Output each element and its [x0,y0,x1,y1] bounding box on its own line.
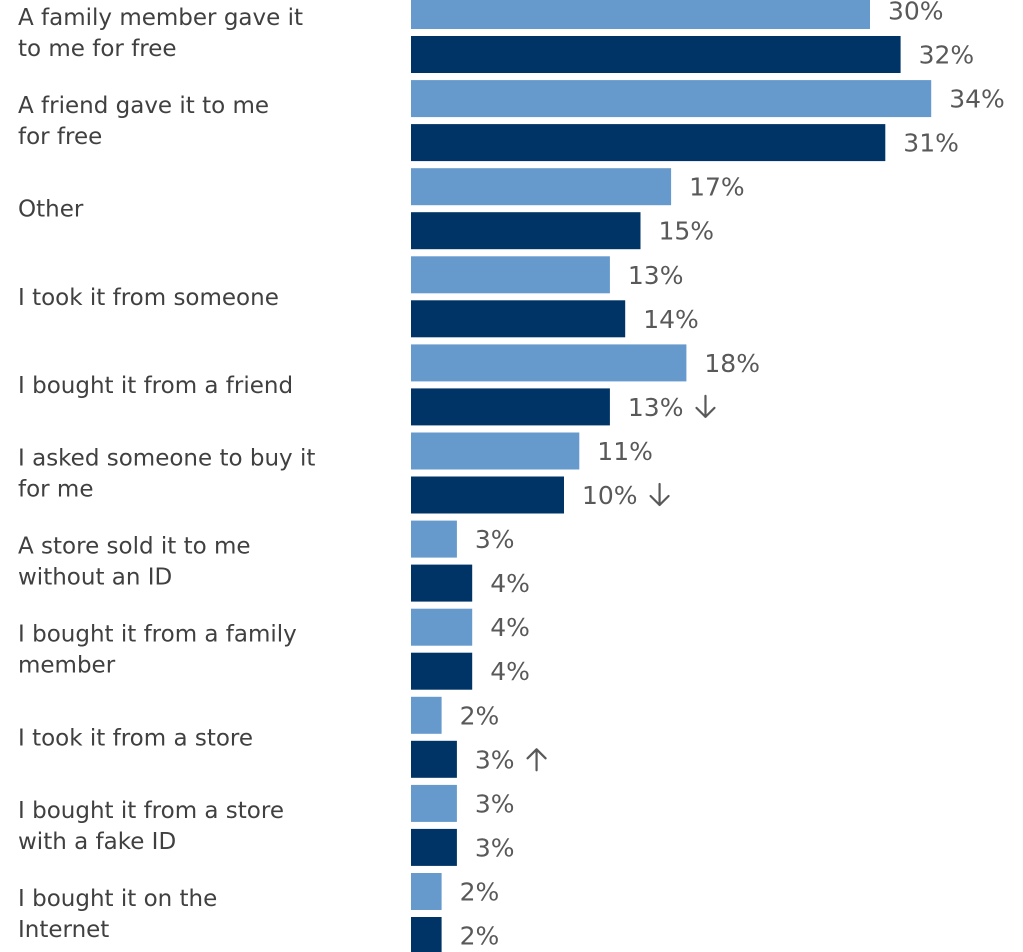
category-label: I bought it on the Internet [18,886,217,943]
category-label: I bought it from a store with a fake ID [18,798,284,855]
category-label-line: I asked someone to buy it [18,446,315,472]
category-label-line: with a fake ID [18,829,176,855]
value-label: 10% [582,481,638,510]
bar [411,917,442,952]
arrow-down-icon [695,394,716,418]
category-label: I bought it from a friend [18,373,293,399]
category-label-line: for me [18,477,94,503]
category-label-line: I bought it on the [18,886,217,912]
bar [411,784,457,822]
arrow-up-icon [526,748,547,772]
bar [411,476,564,514]
value-label: 17% [689,173,745,202]
bar [411,740,457,778]
arrow-down-icon [649,482,670,507]
category-label-line: A friend gave it to me [18,93,269,119]
category-label-line: I bought it from a friend [18,373,293,399]
value-label: 13% [628,261,684,290]
bar [411,344,687,382]
bar [411,828,457,866]
category-label-line: member [18,653,116,679]
category-label: I took it from a store [18,725,253,751]
category-label-line: I took it from a store [18,725,253,751]
value-label: 2% [460,878,500,907]
bar [411,124,886,162]
value-label: 30% [888,0,944,26]
bar [411,873,442,910]
category-label: A friend gave it to me for free [18,93,269,150]
value-label: 2% [460,701,500,730]
value-label: 13% [628,393,684,422]
value-label: 18% [704,349,760,378]
value-label: 31% [903,129,959,158]
category-label-line: A family member gave it [18,5,303,31]
value-label: 32% [919,41,975,70]
value-label: 3% [475,525,515,554]
value-label: 3% [475,789,515,818]
category-label: A family member gave it to me for free [18,5,303,62]
category-label-line: Internet [18,917,109,943]
value-label: 4% [490,613,530,642]
category-label: I bought it from a family member [18,622,297,679]
bar [411,388,610,426]
bar [411,300,626,338]
category-label: I took it from someone [18,285,279,311]
bar [411,0,870,29]
category-label: A store sold it to me without an ID [18,534,251,591]
value-label: 15% [659,217,715,246]
bar [411,168,672,206]
value-label: 3% [475,833,515,862]
bar [411,564,473,602]
category-label-line: I took it from someone [18,285,279,311]
category-label-line: to me for free [18,36,177,62]
category-label-line: A store sold it to me [18,534,251,560]
value-label: 14% [643,305,699,334]
category-label-line: without an ID [18,565,172,591]
bar [411,652,473,690]
value-label: 11% [597,437,653,466]
bar [411,256,610,294]
category-label-line: I bought it from a family [18,622,297,648]
bar [411,696,442,734]
bar [411,80,932,118]
bar [411,36,901,73]
category-label: I asked someone to buy it for me [18,446,315,503]
bar [411,432,580,470]
value-label: 34% [949,85,1005,114]
value-label: 2% [460,922,500,951]
category-label-line: for free [18,124,102,150]
value-label: 3% [475,745,515,774]
bar [411,520,457,558]
bar [411,212,641,250]
category-label: Other [18,197,84,223]
bar [411,608,473,646]
value-label: 4% [490,657,530,686]
category-label-line: Other [18,197,84,223]
value-label: 4% [490,569,530,598]
category-label-line: I bought it from a store [18,798,284,824]
